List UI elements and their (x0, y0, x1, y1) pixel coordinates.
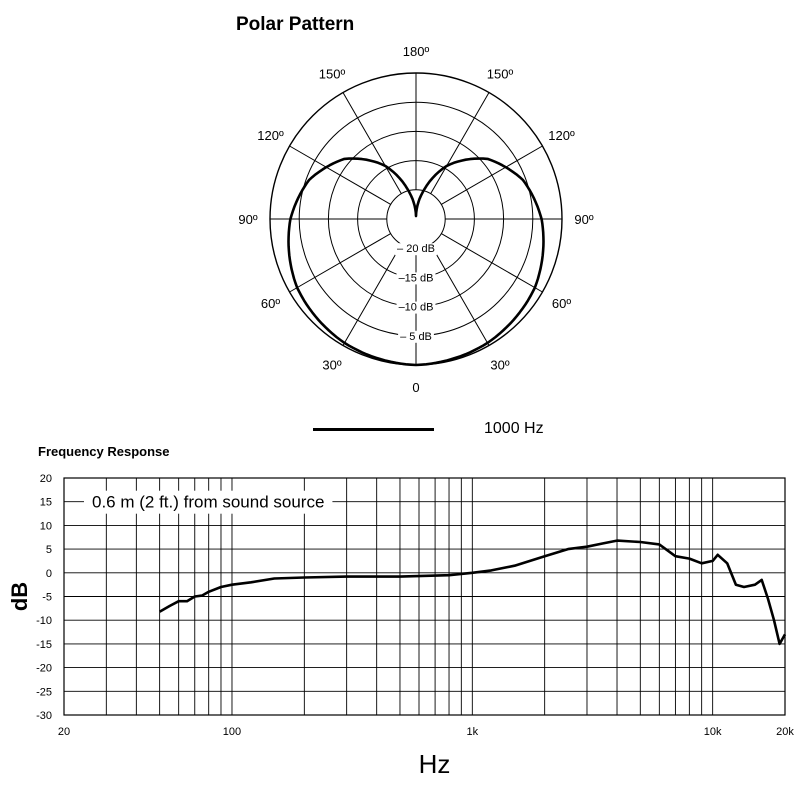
polar-pattern-chart: – 5 dB –10 dB –15 dB – 20 dB 0 30º 60º 90º 120º 1… (238, 44, 593, 395)
freq-xaxis-label: Hz (419, 749, 451, 779)
polar-angle-label-9: 90º (238, 212, 257, 227)
freq-annotation: 0.6 m (2 ft.) from sound source (92, 493, 324, 512)
freq-ytick-0: 20 (40, 473, 52, 485)
polar-angle-label-8: 60º (261, 296, 280, 311)
polar-pattern-curve-1000hz (287, 157, 545, 367)
freq-ytick-10: -30 (36, 710, 52, 722)
polar-ring-label-bg-1 (398, 330, 434, 343)
freq-ytick-2: 10 (40, 520, 52, 532)
polar-angle-label-2: 60º (552, 296, 571, 311)
frequency-response-title: Frequency Response (38, 444, 170, 459)
freq-ytick-5: -5 (42, 592, 52, 604)
polar-angle-label-7: 30º (322, 357, 341, 372)
polar-ring-label-bg-3 (396, 272, 436, 285)
polar-angle-label-10: 120º (257, 128, 284, 143)
freq-xtick-0: 20 (58, 726, 70, 738)
polar-angle-label-1: 30º (490, 357, 509, 372)
legend-line-swatch (313, 428, 434, 431)
polar-spoke-300 (289, 233, 391, 293)
polar-ring-label-bg-2 (396, 301, 436, 314)
polar-angle-label-4: 120º (548, 128, 575, 143)
freq-xtick-3: 10k (704, 726, 722, 738)
freq-ytick-8: -20 (36, 663, 52, 675)
freq-xtick-2: 1k (467, 726, 479, 738)
polar-ring-label-1: – 5 dB (400, 331, 432, 343)
polar-ring-4 (386, 189, 446, 249)
polar-spoke-240 (289, 145, 391, 205)
polar-spoke-330 (342, 244, 402, 346)
freq-plot-frame (63, 477, 786, 716)
polar-angle-label-6: 180º (403, 44, 430, 59)
freq-ytick-1: 15 (40, 497, 52, 509)
polar-ring-label-2: –10 dB (399, 302, 434, 314)
polar-spoke-60 (441, 233, 543, 293)
freq-annotation-bg (84, 490, 333, 514)
polar-spoke-120 (441, 145, 543, 205)
polar-ring-label-3: –15 dB (399, 272, 434, 284)
freq-ytick-3: 5 (46, 544, 52, 556)
freq-ytick-7: -15 (36, 639, 52, 651)
polar-angle-label-5: 150º (487, 67, 514, 82)
legend-label-1000hz: 1000 Hz (484, 420, 544, 437)
polar-angle-label-3: 90º (574, 212, 593, 227)
polar-angle-label-11: 150º (319, 67, 346, 82)
freq-xtick-4: 20k (776, 726, 794, 738)
freq-ytick-4: 0 (46, 568, 52, 580)
polar-ring-label-bg-4 (395, 243, 437, 256)
polar-grid (269, 72, 563, 366)
polar-angle-label-0: 0 (412, 380, 419, 395)
freq-yaxis-label: dB (7, 582, 32, 611)
polar-spoke-150 (430, 92, 490, 194)
polar-ring-label-4: – 20 dB (397, 243, 435, 255)
polar-spoke-30 (430, 244, 490, 346)
freq-response-curve (158, 539, 787, 646)
freq-ytick-9: -25 (36, 686, 52, 698)
freq-ytick-6: -10 (36, 615, 52, 627)
polar-pattern-title: Polar Pattern (236, 14, 355, 35)
frequency-response-chart: 0.6 m (2 ft.) from sound source 20 15 10 5 0 -… (7, 473, 794, 779)
freq-xtick-1: 100 (223, 726, 241, 738)
polar-spoke-210 (342, 92, 402, 194)
